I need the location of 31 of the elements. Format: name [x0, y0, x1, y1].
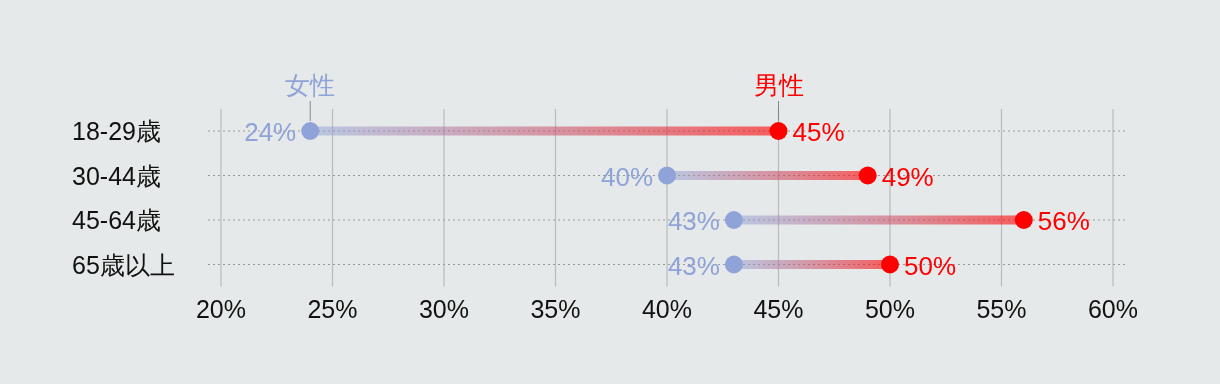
series-label: 女性	[285, 71, 336, 99]
series-label: 男性	[753, 71, 804, 99]
y-tick-label: 30-44歳	[72, 161, 161, 190]
point	[881, 255, 899, 274]
y-tick-label: 18-29歳	[72, 117, 161, 145]
y-tick-label: 65歳以上	[72, 250, 175, 279]
x-tick-label: 35%	[530, 295, 581, 323]
x-tick-label: 25%	[307, 295, 358, 323]
point	[858, 166, 877, 185]
point	[769, 122, 788, 140]
data-label: 40%	[601, 161, 654, 192]
data-label: 43%	[667, 250, 720, 281]
point	[658, 166, 676, 185]
data-label: 50%	[904, 250, 957, 281]
x-tick-label: 60%	[1087, 295, 1139, 323]
point	[724, 211, 743, 229]
x-tick-label: 20%	[195, 295, 247, 323]
data-label: 49%	[881, 161, 934, 192]
data-label: 24%	[244, 117, 297, 147]
x-tick-label: 40%	[641, 295, 693, 323]
x-tick-label: 50%	[864, 295, 916, 323]
point	[1014, 211, 1033, 229]
data-label: 43%	[667, 206, 720, 236]
x-tick-label: 45%	[753, 295, 804, 323]
point	[724, 255, 743, 274]
point	[301, 122, 320, 140]
y-tick-label: 45-64歳	[72, 206, 161, 234]
data-label: 45%	[792, 117, 845, 147]
data-label: 56%	[1037, 206, 1090, 236]
x-tick-label: 55%	[976, 295, 1027, 323]
x-tick-label: 30%	[418, 295, 470, 323]
